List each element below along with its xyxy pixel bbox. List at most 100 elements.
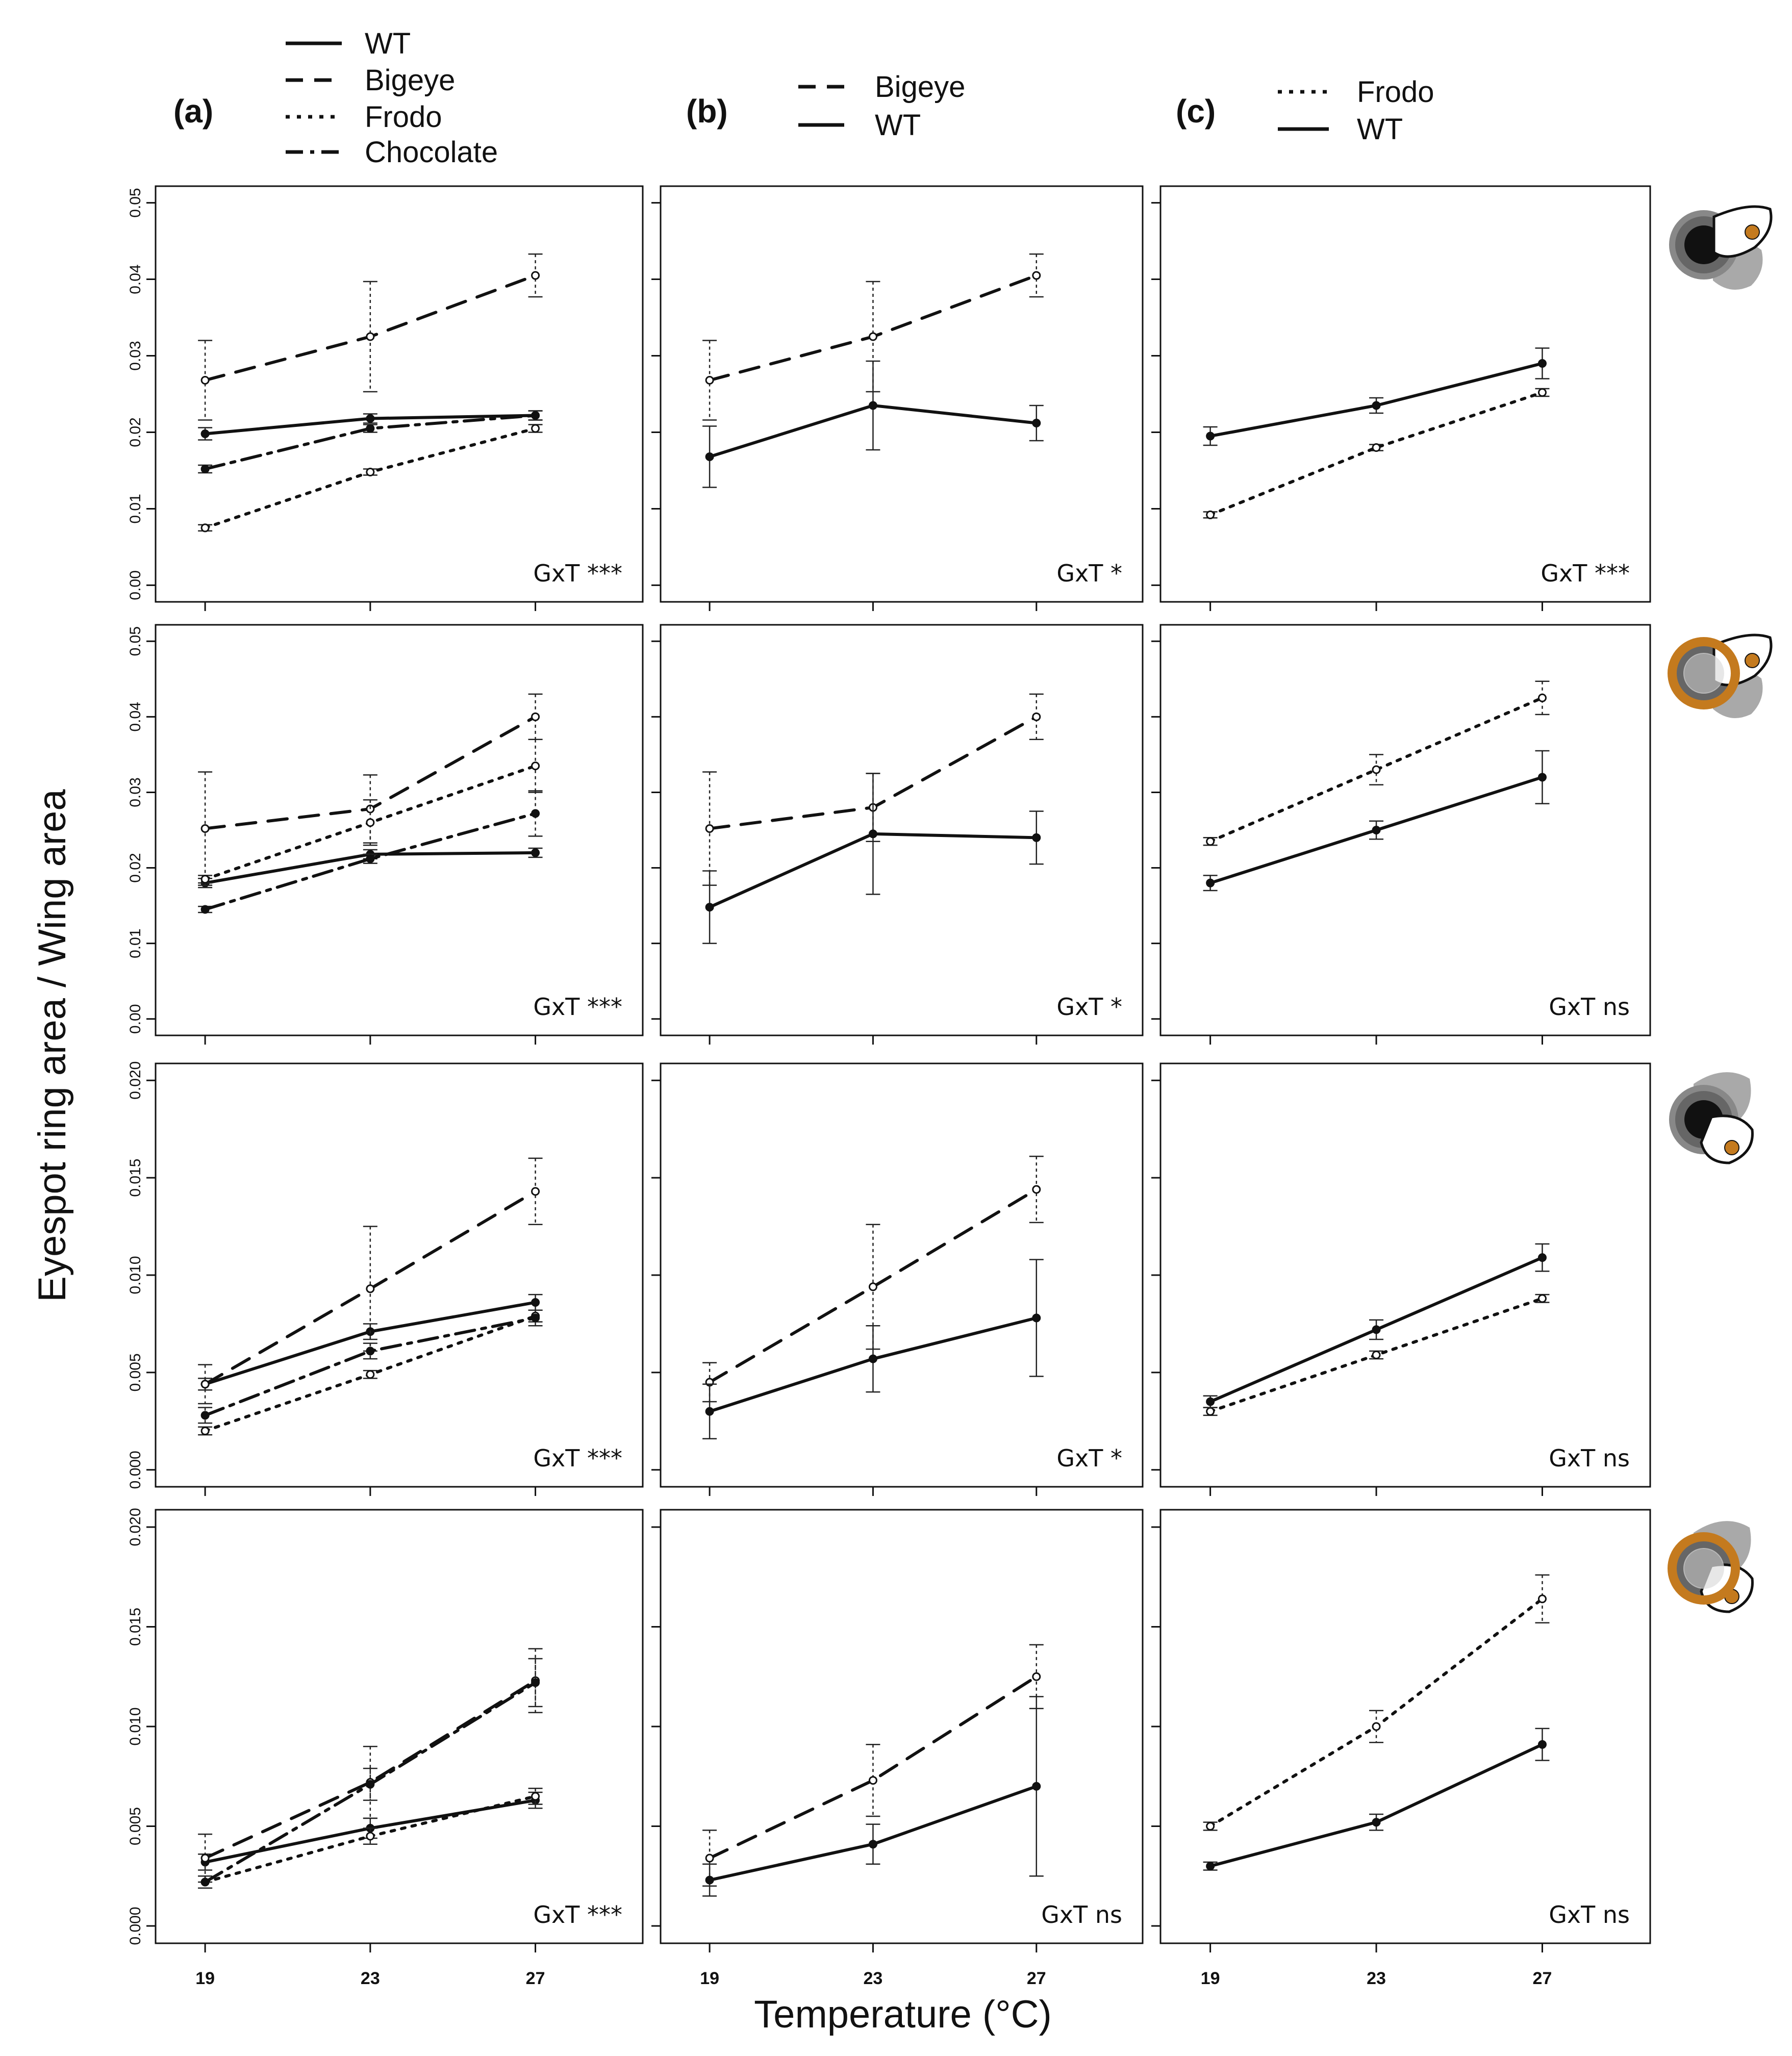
data-point — [1537, 1740, 1547, 1749]
x-tick-label: 19 — [700, 1969, 719, 1988]
data-point — [868, 829, 877, 839]
y-tick-label: 0.010 — [127, 1707, 144, 1745]
x-tick-label: 23 — [1367, 1969, 1386, 1988]
series-frodo — [1203, 1293, 1550, 1416]
stat-annotation: GxT *** — [533, 560, 622, 587]
wing-eyespot-icon — [1668, 1521, 1754, 1613]
panel-frame — [155, 624, 644, 1036]
panel-b3: GxT * — [651, 1062, 1144, 1496]
data-point — [531, 271, 540, 280]
panel-frame — [660, 1509, 1144, 1944]
data-point — [531, 712, 540, 721]
forewing-shape — [1712, 205, 1773, 258]
data-point — [200, 464, 210, 473]
x-tick-label: 19 — [1201, 1969, 1220, 1988]
legend-a-label-frodo: Frodo — [365, 100, 442, 134]
data-point — [1206, 1862, 1215, 1871]
data-point — [705, 824, 714, 833]
data-point — [1537, 693, 1547, 702]
series-wt — [702, 1259, 1044, 1439]
y-tick-label: 0.01 — [127, 494, 144, 523]
data-point — [1206, 1822, 1215, 1831]
series-wt — [702, 773, 1044, 944]
data-point — [1206, 1397, 1215, 1406]
legend-b-label-bigeye: Bigeye — [875, 70, 965, 104]
hindwing-shape — [1700, 1114, 1754, 1164]
series-bigeye — [702, 253, 1044, 421]
data-point — [366, 332, 375, 341]
stat-annotation: GxT *** — [533, 1901, 622, 1928]
data-point — [200, 1380, 210, 1389]
data-point — [1032, 1185, 1041, 1194]
data-point — [366, 424, 375, 433]
panel-a3: 0.000 0.005 0.010 0.015 0.020 GxT *** — [127, 1061, 644, 1496]
ring-fill — [1683, 1548, 1724, 1589]
panel-c1: GxT *** — [1151, 185, 1651, 611]
y-tick-label: 0.015 — [127, 1608, 144, 1646]
data-point — [1372, 1351, 1381, 1360]
data-point — [705, 452, 714, 461]
y-tick-label: 0.005 — [127, 1353, 144, 1391]
x-tick-label: 23 — [361, 1969, 380, 1988]
data-point — [366, 414, 375, 423]
data-point — [200, 376, 210, 385]
panel-letter-c: (c) — [1176, 93, 1216, 130]
stat-annotation: GxT ns — [1041, 1901, 1122, 1928]
data-point — [1372, 1818, 1381, 1827]
data-point — [200, 905, 210, 914]
legend-a-label-bigeye: Bigeye — [365, 64, 455, 97]
series-bigeye — [198, 253, 543, 421]
data-point — [366, 818, 375, 827]
series-line — [204, 811, 537, 911]
panel-b2: GxT * — [651, 624, 1144, 1045]
data-point — [366, 1347, 375, 1356]
data-point — [531, 809, 540, 818]
data-point — [1537, 388, 1547, 397]
y-tick-label: 0.00 — [127, 1004, 144, 1034]
y-tick-label: 0.00 — [127, 570, 144, 600]
stat-annotation: GxT * — [1056, 993, 1122, 1021]
data-point — [868, 401, 877, 410]
x-tick-label: 27 — [1027, 1969, 1046, 1988]
hindwing-spot — [1724, 1140, 1739, 1155]
panel-letter-b: (b) — [686, 93, 728, 130]
panel-frame — [155, 1509, 644, 1944]
y-tick-label: 0.015 — [127, 1159, 144, 1197]
wing-eyespot-icon — [1669, 1072, 1754, 1164]
panel-frame — [1159, 1062, 1651, 1488]
forewing-spot — [1745, 224, 1760, 240]
data-point — [1206, 878, 1215, 887]
ring-fill — [1683, 653, 1724, 694]
data-point — [868, 332, 877, 341]
series-line — [204, 426, 537, 529]
data-point — [200, 1854, 210, 1863]
data-point — [200, 429, 210, 438]
data-point — [1537, 773, 1547, 782]
data-point — [1032, 418, 1041, 427]
series-wt — [1203, 1243, 1550, 1408]
data-point — [1372, 443, 1381, 452]
data-point — [200, 1877, 210, 1887]
legend-b: Bigeye WT — [798, 70, 965, 142]
data-point — [705, 1875, 714, 1885]
panel-letter-a: (a) — [173, 93, 213, 130]
legend-c-label-frodo: Frodo — [1357, 75, 1434, 109]
data-point — [705, 376, 714, 385]
data-point — [366, 1370, 375, 1379]
data-point — [1537, 1294, 1547, 1303]
series-wt — [1203, 750, 1550, 892]
y-tick-label: 0.05 — [127, 626, 144, 656]
data-point — [1537, 1253, 1547, 1262]
legend-c: Frodo WT — [1278, 75, 1434, 146]
data-point — [531, 1792, 540, 1801]
orange-ring — [1668, 637, 1740, 709]
data-point — [1206, 431, 1215, 441]
data-point — [531, 762, 540, 771]
y-tick-label: 0.03 — [127, 341, 144, 370]
data-point — [200, 1411, 210, 1420]
data-point — [1032, 1672, 1041, 1681]
y-tick-label: 0.01 — [127, 928, 144, 958]
y-tick-label: 0.02 — [127, 853, 144, 882]
data-point — [1372, 765, 1381, 774]
series-bigeye — [198, 1157, 543, 1405]
